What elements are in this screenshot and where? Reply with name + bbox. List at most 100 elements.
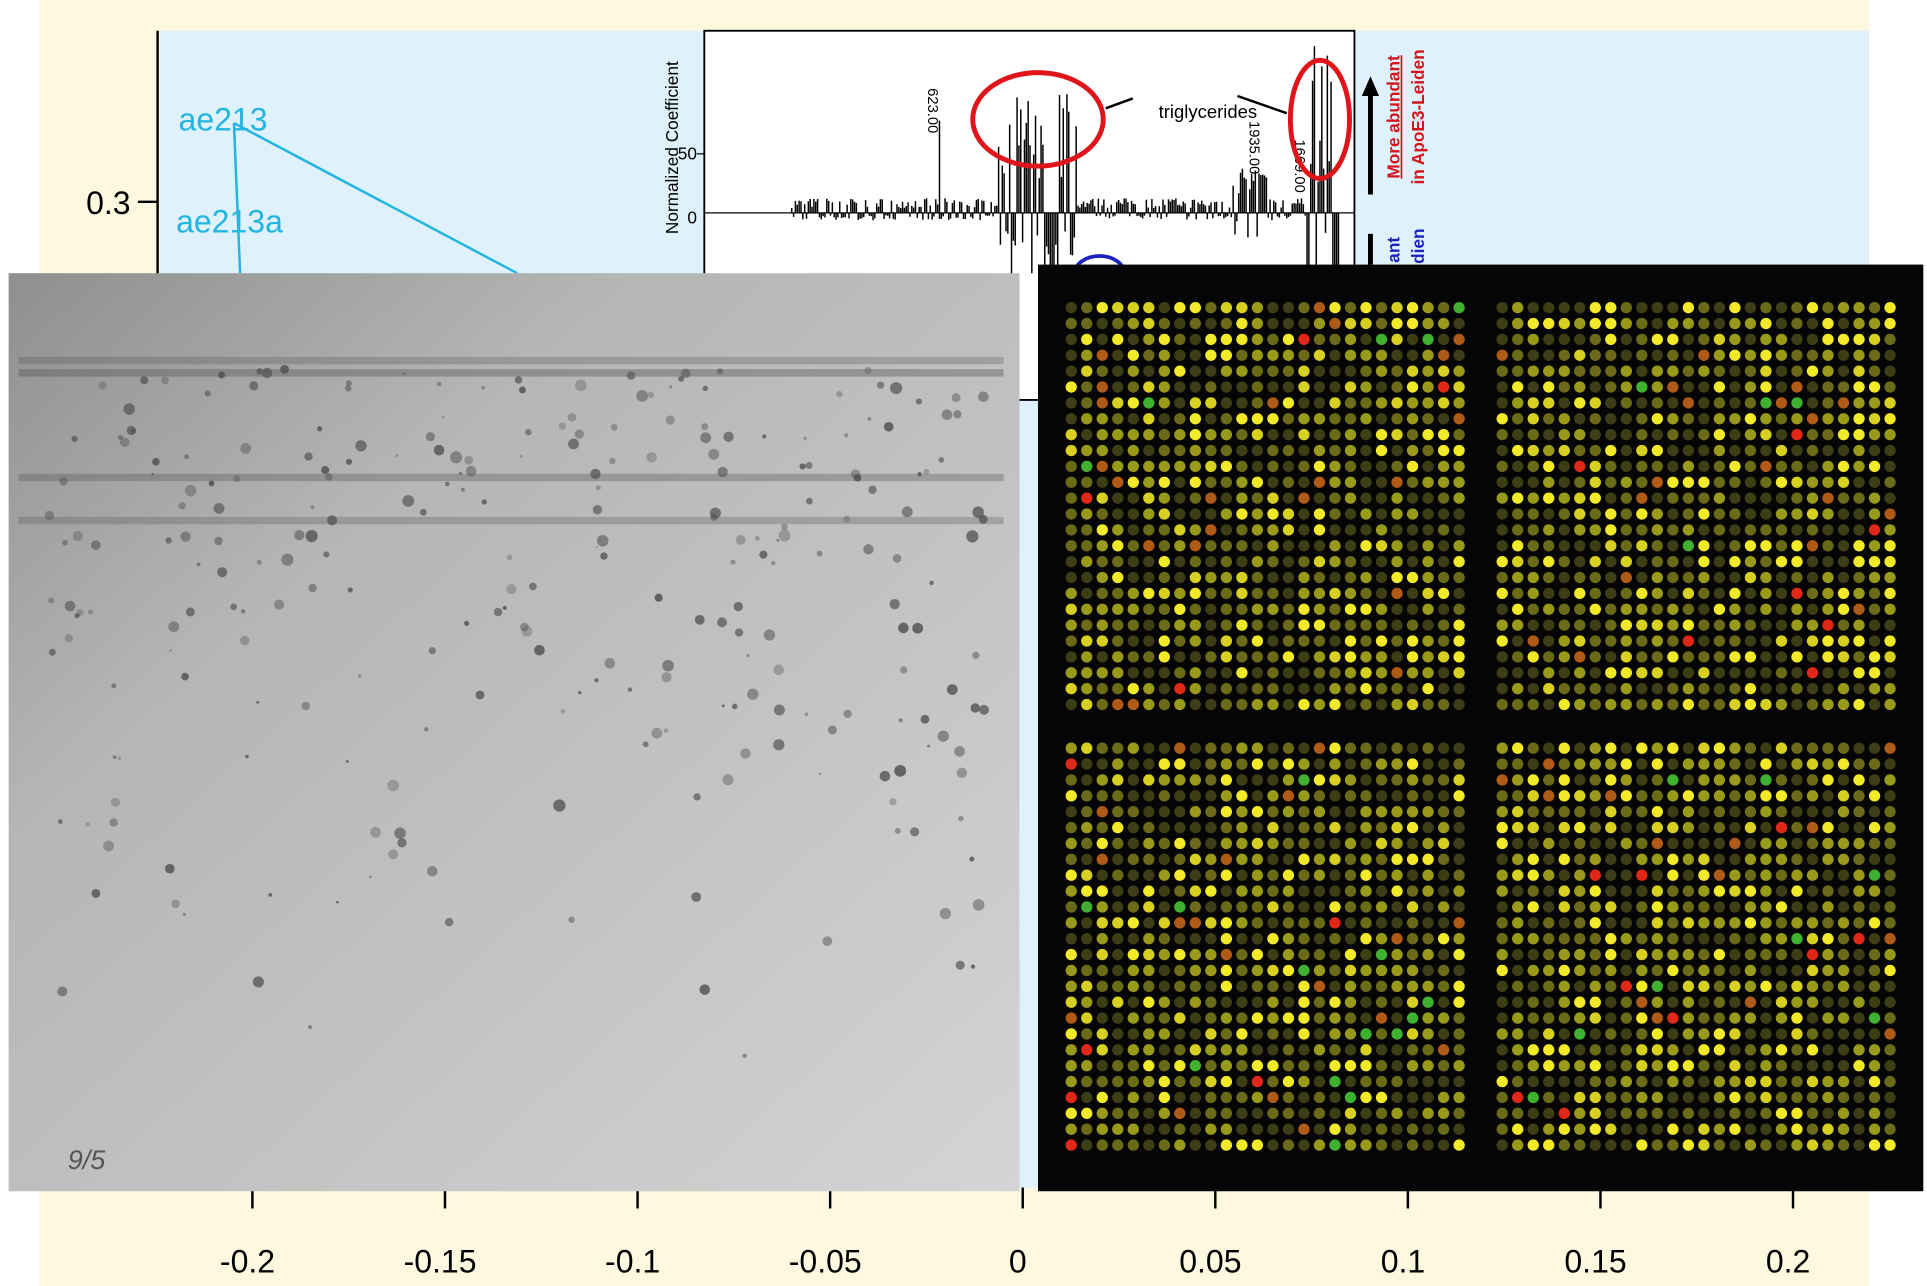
gel-spot <box>256 701 259 704</box>
array-spot <box>1776 917 1787 928</box>
array-spot <box>1252 619 1263 630</box>
array-spot <box>1574 1139 1585 1150</box>
array-spot <box>1112 838 1123 849</box>
gel-spot <box>678 376 684 382</box>
array-spot <box>1590 1124 1601 1135</box>
gel-spot <box>927 745 930 748</box>
array-spot <box>1438 350 1449 361</box>
array-spot <box>1760 413 1771 424</box>
array-spot <box>1590 854 1601 865</box>
array-spot <box>1422 949 1433 960</box>
array-spot <box>1407 790 1418 801</box>
array-spot <box>1205 540 1216 551</box>
array-spot <box>1714 965 1725 976</box>
array-spot <box>1143 429 1154 440</box>
array-spot <box>1590 588 1601 599</box>
array-spot <box>1190 540 1201 551</box>
array-spot <box>1822 350 1833 361</box>
array-spot <box>1360 885 1371 896</box>
array-spot <box>1128 901 1139 912</box>
array-spot <box>1205 413 1216 424</box>
array-spot <box>1683 397 1694 408</box>
array-spot <box>1760 651 1771 662</box>
array-spot <box>1360 1108 1371 1119</box>
array-spot <box>1112 1060 1123 1071</box>
array-spot <box>1605 790 1616 801</box>
array-spot <box>1174 981 1185 992</box>
array-spot <box>1143 445 1154 456</box>
array-spot <box>1143 997 1154 1008</box>
array-spot <box>1143 572 1154 583</box>
array-spot <box>1298 822 1309 833</box>
gel-spot <box>916 398 922 404</box>
gel-spot <box>209 481 215 487</box>
array-spot <box>1453 318 1464 329</box>
array-spot <box>1884 1012 1895 1023</box>
array-spot <box>1314 870 1325 881</box>
array-spot <box>1636 667 1647 678</box>
array-spot <box>1884 1139 1895 1150</box>
array-spot <box>1453 870 1464 881</box>
array-spot <box>1698 477 1709 488</box>
array-spot <box>1698 556 1709 567</box>
array-spot <box>1884 651 1895 662</box>
array-spot <box>1407 1139 1418 1150</box>
array-spot <box>1267 461 1278 472</box>
array-spot <box>1298 854 1309 865</box>
array-spot <box>1807 667 1818 678</box>
array-spot <box>1729 588 1740 599</box>
array-spot <box>1745 540 1756 551</box>
array-spot <box>1869 302 1880 313</box>
array-spot <box>1159 965 1170 976</box>
array-spot <box>1097 651 1108 662</box>
array-spot <box>1791 854 1802 865</box>
array-spot <box>1652 1044 1663 1055</box>
array-spot <box>1559 365 1570 376</box>
array-spot <box>1822 790 1833 801</box>
gel-spot <box>700 432 711 443</box>
array-spot <box>1605 885 1616 896</box>
array-spot <box>1112 302 1123 313</box>
array-spot <box>1159 492 1170 503</box>
array-spot <box>1174 397 1185 408</box>
array-spot <box>1543 492 1554 503</box>
array-spot <box>1714 556 1725 567</box>
array-spot <box>1314 413 1325 424</box>
array-spot <box>1112 885 1123 896</box>
array-spot <box>1438 556 1449 567</box>
gel-spot <box>442 415 445 418</box>
array-spot <box>1683 556 1694 567</box>
array-spot <box>1376 413 1387 424</box>
array-spot <box>1683 1108 1694 1119</box>
array-spot <box>1128 651 1139 662</box>
array-spot <box>1559 965 1570 976</box>
array-spot <box>1869 838 1880 849</box>
array-spot <box>1190 917 1201 928</box>
array-spot <box>1407 683 1418 694</box>
array-spot <box>1621 917 1632 928</box>
peak-label: 1935.00 <box>1246 121 1262 174</box>
array-spot <box>1174 1108 1185 1119</box>
array-spot <box>1081 743 1092 754</box>
array-spot <box>1376 1092 1387 1103</box>
array-spot <box>1838 334 1849 345</box>
gel-spot <box>779 530 791 542</box>
array-spot <box>1605 302 1616 313</box>
array-spot <box>1422 524 1433 535</box>
array-spot <box>1174 588 1185 599</box>
array-spot <box>1236 790 1247 801</box>
array-spot <box>1143 838 1154 849</box>
array-spot <box>1066 635 1077 646</box>
array-spot <box>1314 334 1325 345</box>
array-spot <box>1329 318 1340 329</box>
array-spot <box>1528 413 1539 424</box>
array-spot <box>1512 334 1523 345</box>
array-spot <box>1283 350 1294 361</box>
array-spot <box>1497 350 1508 361</box>
array-spot <box>1807 790 1818 801</box>
array-spot <box>1636 413 1647 424</box>
gel-spot <box>912 623 923 634</box>
array-spot <box>1884 556 1895 567</box>
array-spot <box>1543 1044 1554 1055</box>
array-spot <box>1528 604 1539 615</box>
